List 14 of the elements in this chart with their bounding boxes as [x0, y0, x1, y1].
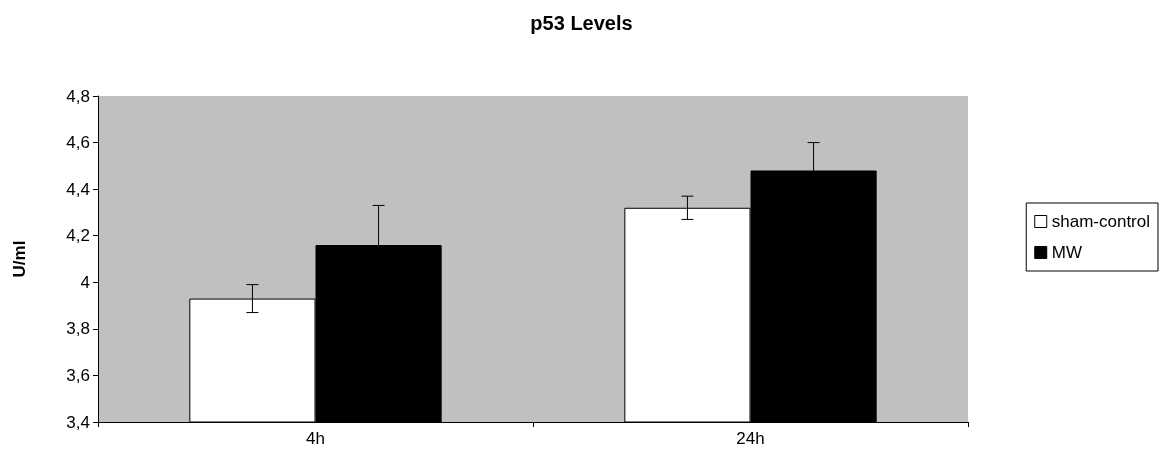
- y-tick-label: 4,8: [66, 86, 90, 106]
- x-tick-label: 4h: [306, 429, 325, 448]
- y-tick-label: 3,8: [66, 319, 90, 339]
- y-tick-label: 4: [80, 272, 90, 292]
- legend-label: sham-control: [1051, 212, 1151, 231]
- y-tick-label: 4,4: [66, 179, 90, 199]
- y-tick-label: 4,2: [66, 226, 90, 246]
- y-tick-label: 3,4: [66, 412, 90, 432]
- y-tick-label: 4,6: [66, 133, 90, 153]
- y-tick-label: 3,6: [66, 365, 90, 385]
- chart-title: p53 Levels: [530, 12, 633, 34]
- legend-label: MW: [1051, 243, 1082, 262]
- y-axis-title: U/ml: [10, 240, 29, 278]
- x-tick-label: 24h: [736, 429, 765, 448]
